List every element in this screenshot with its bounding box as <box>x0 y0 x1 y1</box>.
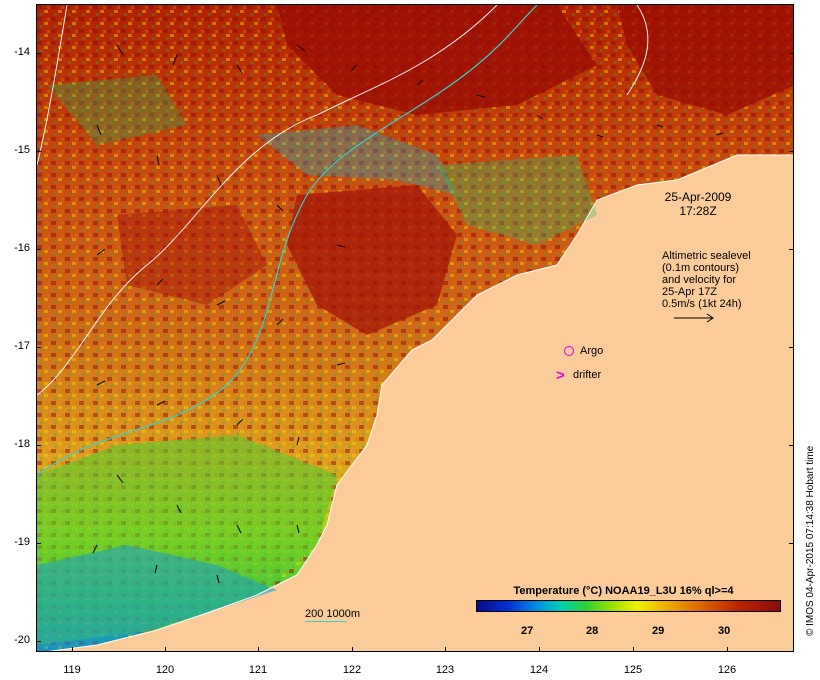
lon-label: 122 <box>342 664 362 676</box>
colorbar-title: Temperature (°C) NOAA19_L3U 16% ql>=4 <box>513 585 734 597</box>
lat-tick <box>789 543 794 544</box>
drifter-label: drifter <box>573 369 602 381</box>
sealevel-line: Altimetric sealevel <box>662 250 751 262</box>
lat-label: -19 <box>14 536 30 548</box>
lon-label: 120 <box>155 664 175 676</box>
drifter-marker-icon[interactable]: > <box>556 367 565 384</box>
lat-tick <box>36 445 41 446</box>
colorbar-tick: 27 <box>521 625 534 637</box>
lat-label: -15 <box>14 144 30 156</box>
lon-label: 126 <box>717 664 737 676</box>
lon-label: 119 <box>63 664 81 676</box>
sst-field <box>37 5 793 651</box>
lon-label: 121 <box>248 664 268 676</box>
lon-tick <box>633 647 634 652</box>
lat-tick <box>36 151 41 152</box>
lat-tick <box>789 445 794 446</box>
lon-tick <box>72 647 73 652</box>
contour-legend: 200 1000m <box>305 608 360 622</box>
lat-tick <box>789 249 794 250</box>
sealevel-line: 25-Apr 17Z <box>662 286 718 298</box>
argo-label: Argo <box>580 345 604 357</box>
lat-label: -14 <box>14 46 30 58</box>
credit-text: © IMOS 04-Apr-2015 07:14:38 Hobart time <box>805 445 816 636</box>
colorbar-legend: Temperature (°C) NOAA19_L3U 16% ql>=4 27… <box>476 585 781 637</box>
lat-label: -16 <box>14 242 30 254</box>
lon-tick <box>539 647 540 652</box>
colorbar-tick: 30 <box>718 625 731 637</box>
lon-label: 123 <box>435 664 455 676</box>
lat-tick <box>789 151 794 152</box>
lat-tick <box>36 543 41 544</box>
contour-legend-line <box>305 621 347 622</box>
sealevel-line: (0.1m contours) <box>662 262 740 274</box>
timestamp-annotation: 25-Apr-2009 17:28Z <box>648 190 748 218</box>
lat-tick <box>36 641 41 642</box>
colorbar-tick: 28 <box>586 625 599 637</box>
lat-tick <box>36 53 41 54</box>
lat-label: -17 <box>14 340 30 352</box>
colorbar-tick: 29 <box>652 625 665 637</box>
lat-tick <box>789 53 794 54</box>
lat-tick <box>789 347 794 348</box>
lon-tick <box>165 647 166 652</box>
lat-tick <box>36 249 41 250</box>
lon-tick <box>727 647 728 652</box>
time-text: 17:28Z <box>679 204 717 218</box>
contour-legend-label: 200 1000m <box>305 608 361 620</box>
sealevel-annotation: Altimetric sealevel (0.1m contours) and … <box>662 250 782 310</box>
lon-tick <box>352 647 353 652</box>
lat-label: -20 <box>14 634 30 646</box>
lat-label: -18 <box>14 438 30 450</box>
lon-label: 124 <box>529 664 549 676</box>
lon-tick <box>445 647 446 652</box>
date-text: 25-Apr-2009 <box>664 190 732 204</box>
lon-label: 125 <box>623 664 643 676</box>
sst-map[interactable] <box>36 4 794 652</box>
lon-tick <box>258 647 259 652</box>
colorbar <box>476 600 781 612</box>
sealevel-line: 0.5m/s (1kt 24h) <box>662 298 742 310</box>
lat-tick <box>36 347 41 348</box>
sealevel-line: and velocity for <box>662 274 736 286</box>
argo-marker-icon[interactable] <box>564 346 574 356</box>
